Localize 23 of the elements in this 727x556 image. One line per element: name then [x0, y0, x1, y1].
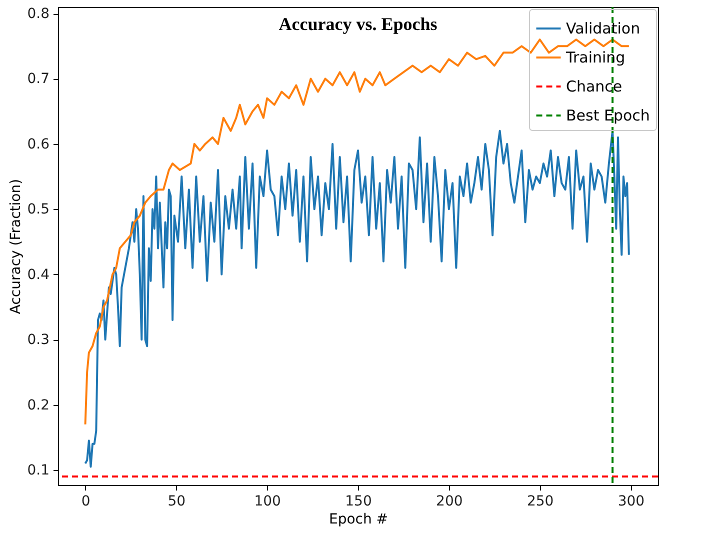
line-series: [84, 130, 630, 468]
legend-label: Validation: [566, 20, 640, 38]
legend-label: Training: [565, 48, 626, 66]
x-tick-label: 0: [81, 494, 90, 510]
x-tick-label: 100: [254, 494, 281, 510]
y-tick-label: 0.1: [27, 462, 50, 478]
y-tick-label: 0.8: [27, 6, 50, 22]
x-tick-label: 200: [436, 494, 463, 510]
chart-title: Accuracy vs. Epochs: [278, 14, 438, 34]
y-axis-title: Accuracy (Fraction): [8, 178, 24, 314]
y-tick-label: 0.3: [27, 332, 50, 348]
x-tick-label: 150: [345, 494, 372, 510]
y-tick-label: 0.2: [27, 397, 50, 414]
x-axis-title: Epoch #: [328, 512, 388, 528]
y-tick-label: 0.5: [27, 202, 50, 218]
x-tick-label: 300: [618, 494, 645, 510]
x-tick-label: 250: [526, 494, 554, 510]
ref-line-label: Best Epoch: [566, 106, 650, 124]
y-tick-label: 0.6: [27, 136, 50, 152]
legend-label: Chance: [566, 78, 622, 96]
x-tick-label: 50: [168, 494, 186, 510]
y-tick-label: 0.4: [27, 266, 50, 283]
y-tick-label: 0.7: [27, 71, 50, 88]
